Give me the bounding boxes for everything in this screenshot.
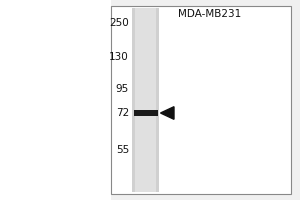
- Text: 95: 95: [116, 84, 129, 94]
- Bar: [0, 0, 111, 200]
- Polygon shape: [160, 107, 174, 119]
- Bar: [111, 6, 291, 194]
- Bar: [134, 110, 158, 116]
- Bar: [132, 8, 159, 192]
- Text: 72: 72: [116, 108, 129, 118]
- Text: 130: 130: [109, 52, 129, 62]
- Text: 55: 55: [116, 145, 129, 155]
- Text: 250: 250: [109, 18, 129, 28]
- Text: MDA-MB231: MDA-MB231: [178, 9, 242, 19]
- Bar: [135, 8, 156, 192]
